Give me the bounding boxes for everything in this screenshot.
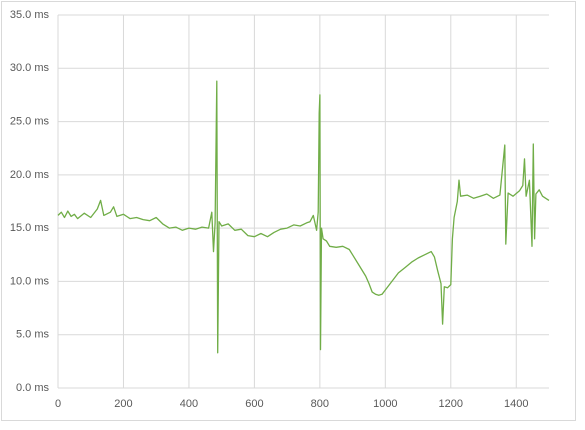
y-tick-label: 25.0 ms	[10, 115, 50, 127]
x-tick-label: 400	[180, 398, 198, 410]
y-tick-label: 35.0 ms	[10, 9, 50, 21]
y-tick-label: 30.0 ms	[10, 62, 50, 74]
chart-frame	[1, 1, 576, 421]
x-tick-label: 600	[245, 398, 263, 410]
x-tick-label: 0	[55, 398, 61, 410]
data-line	[57, 80, 550, 354]
x-tick-label: 1200	[439, 398, 463, 410]
y-tick-label: 15.0 ms	[10, 222, 50, 234]
y-tick-label: 0.0 ms	[16, 382, 50, 394]
x-tick-label: 200	[114, 398, 132, 410]
x-tick-label: 800	[311, 398, 329, 410]
x-tick-label: 1400	[504, 398, 528, 410]
y-tick-label: 5.0 ms	[16, 329, 50, 341]
y-tick-label: 20.0 ms	[10, 169, 50, 181]
x-tick-label: 1000	[373, 398, 397, 410]
y-tick-label: 10.0 ms	[10, 275, 50, 287]
